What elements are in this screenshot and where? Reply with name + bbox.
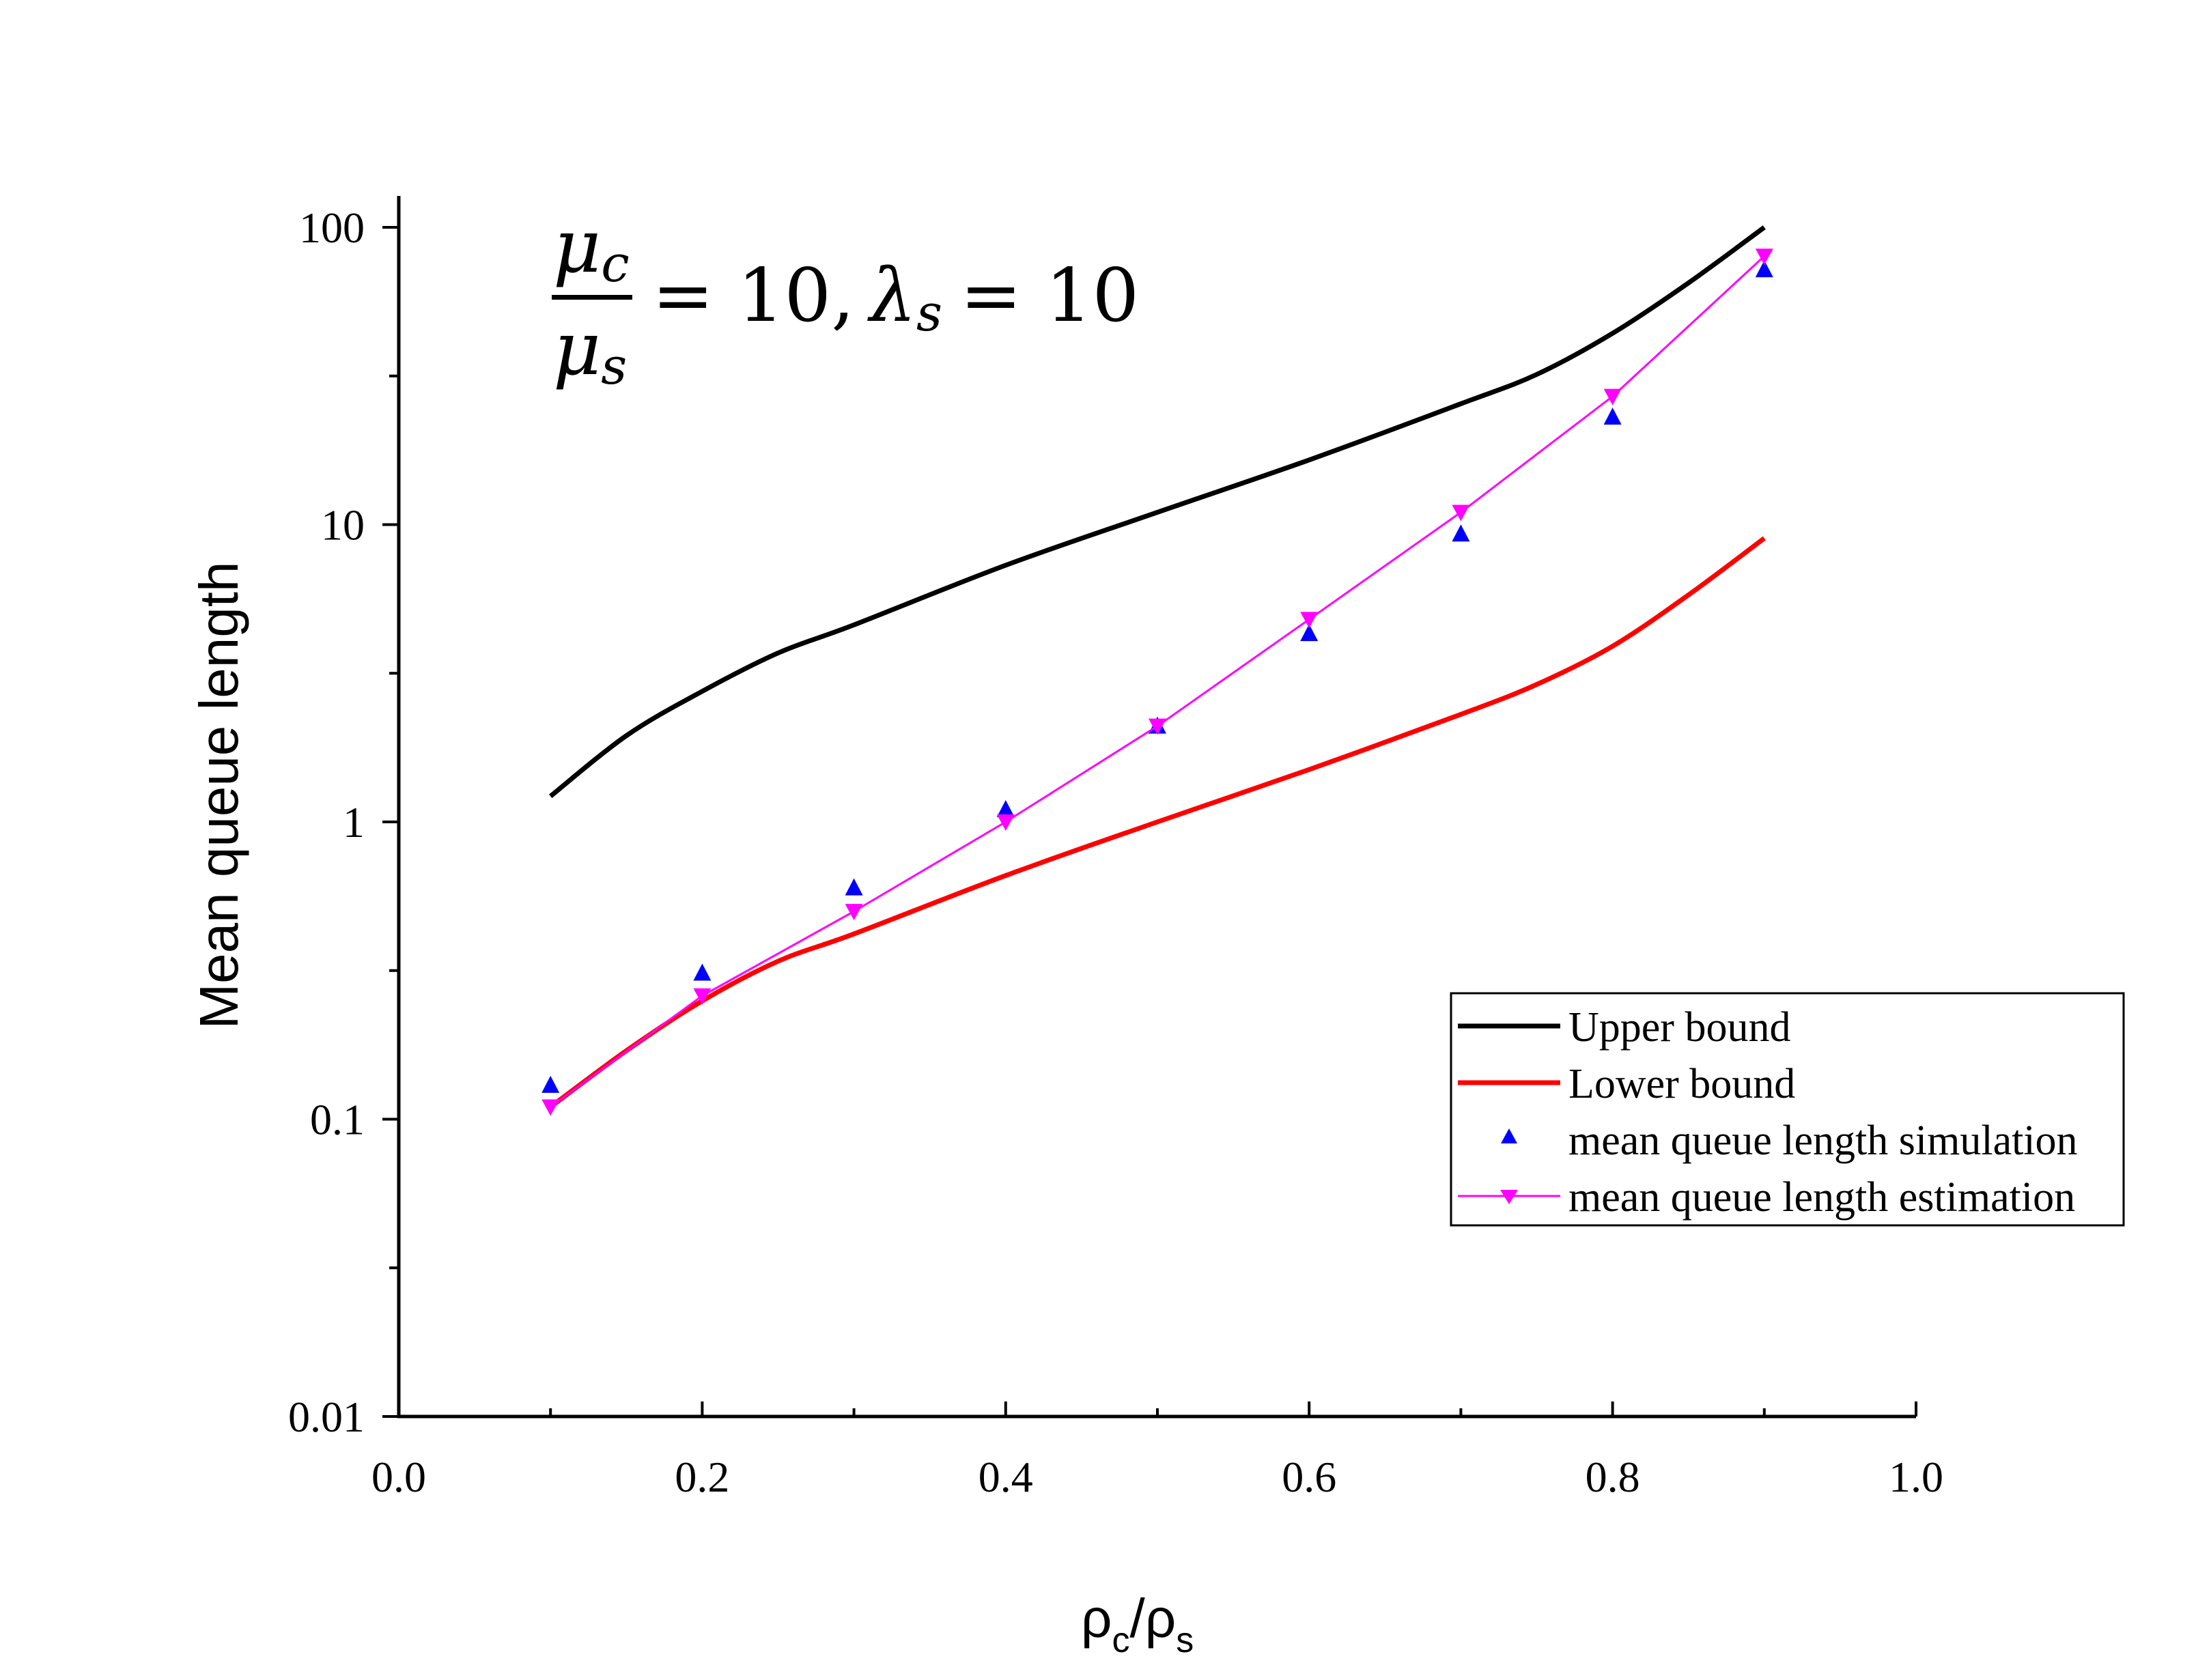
legend-label-estimation: mean queue length estimation bbox=[1568, 1174, 2075, 1221]
data-point-mean-queue-length-simulation bbox=[1755, 260, 1773, 278]
legend: Upper bound Lower bound mean queue lengt… bbox=[1450, 992, 2125, 1227]
y-tick-label: 0.1 bbox=[310, 1096, 365, 1144]
x-axis-title: ρc/ρs bbox=[1081, 1588, 1194, 1660]
data-point-mean-queue-length-estimation bbox=[1149, 718, 1166, 735]
plot-area bbox=[541, 225, 1773, 1116]
data-point-mean-queue-length-estimation bbox=[1603, 388, 1622, 405]
x-tick-label: 0.8 bbox=[1586, 1453, 1640, 1501]
legend-marker-simulation bbox=[1501, 1128, 1517, 1143]
legend-label-upper-bound: Upper bound bbox=[1568, 1004, 1790, 1051]
ticks: 0.0 0.2 0.4 0.6 0.8 1.0 0.01 0.1 1 10 100 bbox=[288, 203, 1943, 1501]
data-point-mean-queue-length-estimation bbox=[1300, 612, 1319, 629]
data-point-mean-queue-length-simulation bbox=[541, 1075, 560, 1093]
data-point-mean-queue-length-estimation bbox=[541, 1099, 560, 1116]
legend-marker-estimation bbox=[1500, 1190, 1518, 1204]
x-tick-label: 0.4 bbox=[979, 1453, 1033, 1501]
x-tick-label: 0.0 bbox=[371, 1453, 426, 1501]
legend-box bbox=[1450, 992, 2125, 1227]
series-line-lower-bound bbox=[549, 536, 1766, 1109]
data-point-mean-queue-length-estimation bbox=[693, 988, 712, 1005]
data-point-mean-queue-length-simulation bbox=[996, 799, 1015, 817]
x-tick-label: 0.2 bbox=[675, 1453, 729, 1501]
x-tick-label: 1.0 bbox=[1889, 1453, 1943, 1501]
data-point-mean-queue-length-estimation bbox=[996, 814, 1015, 831]
annotation-mu-s-denominator: μs bbox=[553, 307, 627, 396]
parameter-annotation: μc μs = 10, λs = 10 bbox=[552, 204, 1139, 396]
legend-label-lower-bound: Lower bound bbox=[1568, 1061, 1795, 1107]
y-tick-label: 10 bbox=[321, 501, 365, 550]
y-tick-label: 0.01 bbox=[288, 1393, 365, 1441]
y-axis-title: Mean queue length bbox=[188, 562, 249, 1029]
annotation-mu-c-numerator: μc bbox=[553, 204, 630, 294]
series-line-upper-bound bbox=[549, 225, 1766, 799]
x-tick-label: 0.6 bbox=[1282, 1453, 1336, 1501]
annotation-equation: = 10, λs = 10 bbox=[652, 253, 1139, 343]
annotation-fraction-bar bbox=[552, 295, 632, 300]
data-point-mean-queue-length-simulation bbox=[1300, 624, 1319, 642]
y-tick-label: 100 bbox=[299, 203, 365, 252]
y-tick-label: 1 bbox=[343, 798, 365, 846]
data-point-mean-queue-length-estimation bbox=[1452, 504, 1470, 522]
data-point-mean-queue-length-simulation bbox=[1603, 407, 1622, 425]
data-point-mean-queue-length-simulation bbox=[845, 878, 863, 896]
data-point-mean-queue-length-estimation bbox=[845, 904, 863, 921]
data-point-mean-queue-length-simulation bbox=[1452, 524, 1470, 542]
data-point-mean-queue-length-simulation bbox=[693, 963, 712, 981]
series-line-mean-queue-length-estimation bbox=[550, 255, 1765, 1108]
data-point-mean-queue-length-estimation bbox=[1755, 248, 1773, 266]
legend-label-simulation: mean queue length simulation bbox=[1568, 1117, 2078, 1164]
